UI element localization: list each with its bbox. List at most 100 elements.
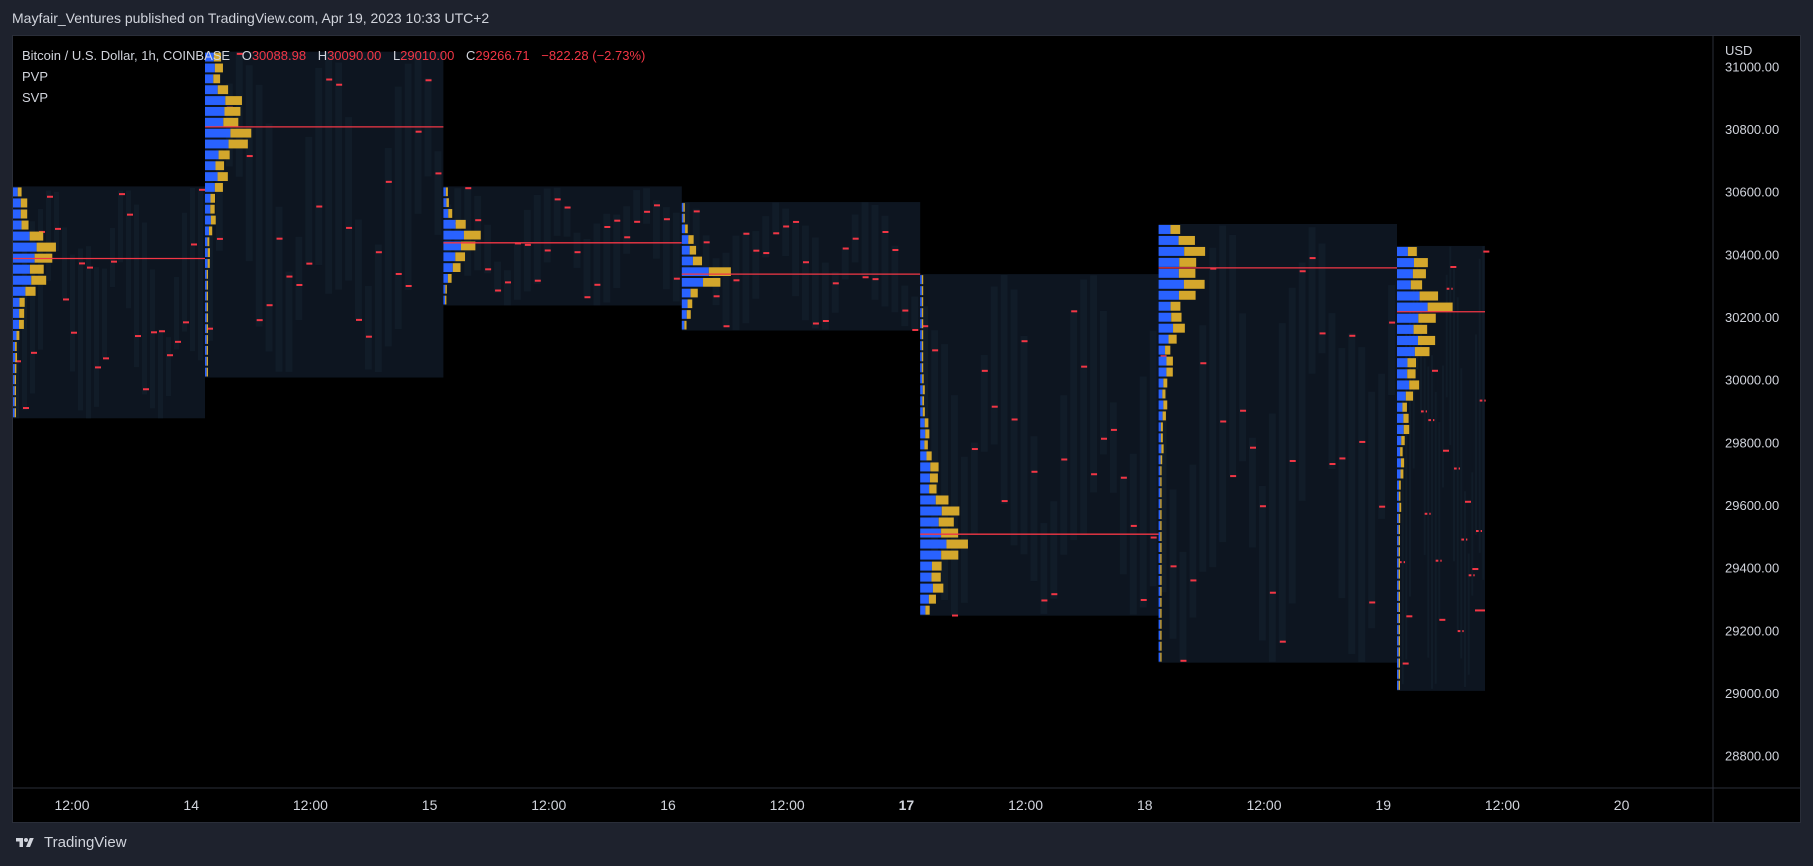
candle-tick	[505, 281, 511, 284]
down-volume-bar	[463, 230, 481, 240]
candle-tick	[832, 282, 839, 285]
down-volume-bar	[1163, 378, 1168, 388]
candle-shadow	[1438, 421, 1441, 620]
down-volume-bar	[206, 367, 208, 377]
down-volume-bar	[1398, 569, 1400, 579]
up-volume-bar	[1158, 235, 1179, 245]
down-volume-bar	[210, 215, 216, 225]
down-volume-bar	[1160, 466, 1162, 476]
up-volume-bar	[920, 561, 932, 571]
candle-tick	[31, 351, 37, 354]
down-volume-bar	[1413, 324, 1428, 334]
candle-shadow	[1434, 391, 1437, 684]
candle-tick	[1091, 473, 1098, 476]
footer: TradingView	[12, 834, 127, 851]
down-volume-bar	[445, 295, 447, 305]
y-tick-label: 30000.00	[1725, 373, 1779, 388]
x-tick-label: 12:00	[54, 797, 89, 813]
up-volume-bar	[920, 451, 927, 461]
candle-tick	[276, 237, 283, 240]
up-volume-bar	[1158, 554, 1161, 563]
candle-tick	[475, 219, 482, 222]
candle-tick	[1309, 257, 1316, 260]
candle-tick	[584, 296, 591, 299]
down-volume-bar	[1398, 602, 1400, 613]
down-volume-bar	[1398, 614, 1400, 624]
down-volume-bar	[446, 198, 449, 208]
down-volume-bar	[1398, 625, 1400, 635]
up-volume-bar	[13, 319, 19, 329]
up-volume-bar	[205, 226, 209, 236]
up-volume-bar	[681, 213, 684, 223]
y-tick-label: 28800.00	[1725, 749, 1779, 764]
up-volume-bar	[920, 308, 922, 318]
up-volume-bar	[1158, 290, 1179, 300]
candle-shadow	[513, 242, 521, 300]
up-volume-bar	[1158, 433, 1161, 443]
down-volume-bar	[1398, 591, 1400, 601]
up-volume-bar	[1158, 466, 1161, 476]
candle-tick	[1220, 420, 1227, 423]
up-volume-bar	[1158, 257, 1180, 267]
up-volume-bar	[1397, 480, 1400, 490]
candle-shadow	[1423, 358, 1426, 555]
down-volume-bar	[1178, 235, 1195, 245]
candle-tick	[1081, 365, 1088, 368]
candle-shadow	[1475, 334, 1477, 535]
up-volume-bar	[205, 85, 218, 95]
down-volume-bar	[1184, 246, 1206, 256]
candle-tick	[882, 230, 889, 233]
candle-tick	[783, 225, 790, 228]
up-volume-bar	[443, 219, 456, 229]
down-volume-bar	[445, 187, 448, 197]
down-volume-bar	[1165, 345, 1171, 355]
candle-shadow	[772, 202, 780, 235]
down-volume-bar	[1400, 458, 1405, 468]
down-volume-bar	[213, 74, 221, 84]
candle-tick	[892, 249, 899, 252]
candle-tick	[1230, 475, 1237, 478]
down-volume-bar	[692, 256, 703, 266]
up-volume-bar	[13, 297, 20, 307]
down-volume-bar	[14, 386, 16, 396]
up-volume-bar	[13, 286, 26, 296]
indicator-pvp[interactable]: PVP	[22, 69, 49, 84]
candle-shadow	[672, 212, 680, 302]
up-volume-bar	[1158, 279, 1184, 289]
candle-tick	[1450, 265, 1457, 268]
down-volume-bar	[929, 484, 937, 494]
up-volume-bar	[1397, 502, 1400, 512]
up-volume-bar	[443, 252, 456, 262]
candle-shadow	[1229, 234, 1237, 476]
down-volume-bar	[1427, 302, 1453, 312]
session-profile	[443, 186, 682, 306]
down-volume-bar	[14, 408, 16, 418]
up-volume-bar	[1397, 647, 1399, 657]
indicator-svp[interactable]: SVP	[22, 90, 49, 105]
session-profile	[681, 202, 921, 331]
candle-shadow	[911, 296, 919, 330]
y-tick-label: 30600.00	[1725, 185, 1779, 200]
down-volume-bar	[1417, 335, 1436, 346]
up-volume-bar	[920, 407, 923, 417]
up-volume-bar	[443, 209, 449, 218]
candle-shadow	[811, 237, 819, 329]
candle-shadow	[384, 148, 392, 347]
candle-shadow	[742, 231, 750, 324]
up-volume-bar	[1397, 625, 1399, 635]
candle-tick	[365, 335, 372, 338]
candle-tick	[1465, 500, 1471, 503]
candle-shadow	[792, 220, 799, 297]
down-volume-bar	[1160, 619, 1162, 629]
up-volume-bar	[1158, 641, 1161, 651]
candle-tick	[151, 331, 157, 334]
up-volume-bar	[205, 117, 224, 127]
candle-shadow	[434, 151, 442, 235]
up-volume-bar	[1158, 597, 1161, 607]
up-volume-bar	[205, 259, 208, 268]
candle-shadow	[255, 84, 263, 327]
up-volume-bar	[1397, 547, 1399, 557]
candle-shadow	[821, 262, 829, 330]
up-volume-bar	[1158, 652, 1161, 662]
